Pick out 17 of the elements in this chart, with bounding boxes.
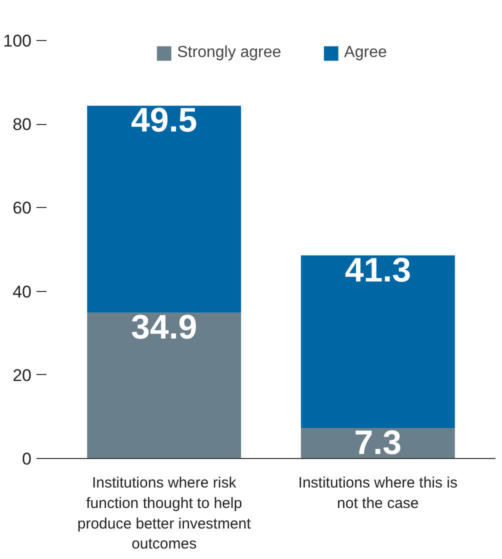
- y-tick-label: 40: [12, 282, 32, 302]
- data-label: 34.9: [131, 308, 198, 347]
- y-tick-label: 20: [12, 366, 32, 385]
- bar: [87, 106, 242, 313]
- data-label: 49.5: [131, 102, 198, 140]
- bar: [87, 312, 242, 458]
- y-tick-label: 80: [12, 115, 32, 134]
- x-tick-label: Institutions where this is not the case: [298, 474, 458, 512]
- data-label: 7.3: [354, 424, 402, 462]
- y-tick-label: 60: [12, 198, 32, 218]
- legend-label: Strongly agree: [177, 44, 282, 62]
- y-tick-label: 0: [22, 450, 32, 468]
- y-tick-label: 100: [3, 32, 32, 50]
- data-label: 41.3: [344, 251, 412, 290]
- legend-label: Agree: [344, 44, 387, 62]
- bar: [300, 255, 455, 428]
- x-tick-label: Institutions where risk function thought to help produce better investment outcomes: [77, 474, 252, 553]
